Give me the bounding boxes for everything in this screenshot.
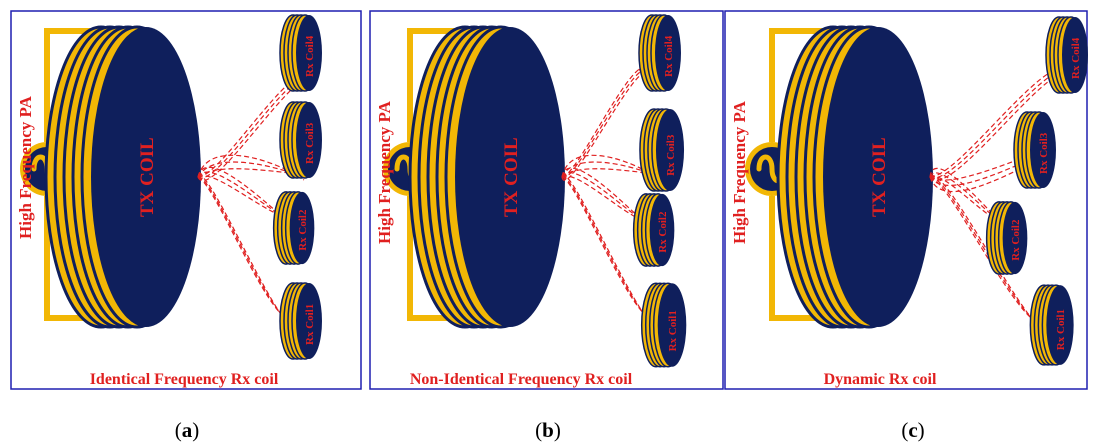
rx-coil-label: Rx Coil4 xyxy=(1070,37,1082,79)
field-line xyxy=(561,66,644,178)
field-line xyxy=(197,161,307,179)
tx-coil-label: TX COIL xyxy=(501,137,522,217)
rx-coil-label: Rx Coil3 xyxy=(665,134,677,176)
field-line xyxy=(929,175,1010,226)
tx-coil-label: TX COIL xyxy=(869,137,890,217)
rx-coil-face xyxy=(1046,285,1074,365)
panel-frame xyxy=(10,10,362,390)
panel-a: High Frequency PA TX COIL Rx Coil4 Rx Coil3… xyxy=(10,10,362,390)
rx-coil-label: Rx Coil1 xyxy=(667,310,679,351)
rx-coil-label: Rx Coil2 xyxy=(1010,219,1022,261)
rx-coil-face xyxy=(296,102,322,178)
panel-frame xyxy=(369,10,724,390)
rx-coil-face xyxy=(296,15,322,91)
panel-caption-a: (a) xyxy=(174,418,200,442)
rx-coil-face xyxy=(655,108,685,192)
panel-caption-c: (c) xyxy=(901,418,925,442)
rx-coil-face xyxy=(296,283,322,359)
field-line xyxy=(561,176,654,320)
field-line xyxy=(561,175,653,224)
rx-coil-face xyxy=(1030,112,1056,188)
field-line xyxy=(561,167,653,230)
rx-coil-face xyxy=(289,191,315,265)
tx-coil-face xyxy=(91,27,201,327)
source-label: High Frequency PA xyxy=(730,100,749,244)
source-label: High Frequency PA xyxy=(16,95,35,239)
rx-coil-label: Rx Coil1 xyxy=(1055,309,1067,350)
rx-coil-face xyxy=(655,15,681,91)
rx-coil-label: Rx Coil1 xyxy=(304,304,316,345)
rx-coil-face xyxy=(1062,17,1088,93)
field-line xyxy=(929,66,1063,178)
panel-subtitle: Identical Frequency Rx coil xyxy=(90,371,279,388)
source-label: High Frequency PA xyxy=(375,100,394,244)
field-line xyxy=(561,72,644,181)
field-line xyxy=(561,154,661,181)
tx-coil-face xyxy=(455,27,565,327)
field-line xyxy=(197,176,291,320)
rx-coil-label: Rx Coil3 xyxy=(304,122,316,164)
rx-coil-face xyxy=(657,283,687,367)
panel-b: High Frequency PA TX COIL Rx Coil4 Rx Coil3… xyxy=(369,10,724,390)
field-line xyxy=(561,161,663,179)
field-line xyxy=(197,175,292,219)
rx-coil-face xyxy=(1002,201,1028,275)
rx-coil-label: Rx Coil4 xyxy=(663,35,675,77)
rx-coil-face xyxy=(649,193,675,267)
rx-coil-label: Rx Coil2 xyxy=(297,209,309,251)
field-line xyxy=(561,68,646,179)
field-line xyxy=(929,68,1065,179)
panel-subtitle: Non-Identical Frequency Rx coil xyxy=(410,371,633,388)
rx-coil-label: Rx Coil2 xyxy=(657,211,669,253)
tx-coil-label: TX COIL xyxy=(137,137,158,217)
rx-coil-label: Rx Coil4 xyxy=(304,35,316,77)
panel-subtitle: Dynamic Rx coil xyxy=(824,371,937,388)
panel-frame xyxy=(724,10,1088,390)
panel-caption-b: (b) xyxy=(535,418,561,442)
tx-coil-face xyxy=(823,27,933,327)
rx-coil-label: Rx Coil3 xyxy=(1038,132,1050,174)
panel-c: High Frequency PA TX COIL Rx Coil4 Rx Coil3… xyxy=(724,10,1088,390)
